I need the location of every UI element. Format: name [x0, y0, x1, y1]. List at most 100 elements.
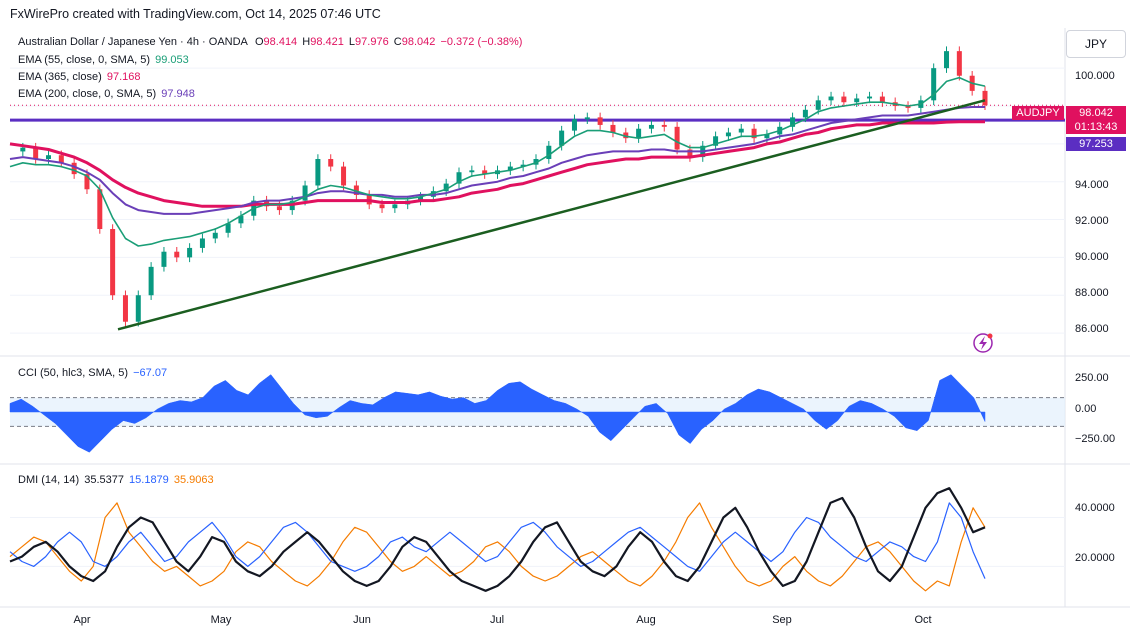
candle-body [905, 106, 911, 108]
candle-body [623, 132, 629, 139]
candle-body [174, 251, 180, 258]
ohlc-open: 98.414 [263, 36, 298, 48]
candle-body [110, 229, 116, 296]
candle-body [443, 183, 449, 192]
candle-body [84, 174, 90, 190]
candle-body [648, 124, 654, 129]
candle-body [661, 124, 667, 127]
cci-tick: −250.00 [1075, 433, 1116, 445]
dmi-label: DMI (14, 14) [18, 474, 80, 486]
candle-body [161, 251, 167, 267]
alert-dot [987, 333, 993, 339]
price-tick: 94.000 [1075, 179, 1109, 191]
candle-body [97, 189, 103, 230]
dmi-minus-value: 35.9063 [173, 474, 214, 486]
ema200-legend: EMA (200, close, 0, SMA, 5) 97.948 [18, 88, 197, 100]
watermark-header: FxWirePro created with TradingView.com, … [10, 7, 381, 21]
ema200-value: 97.948 [161, 88, 195, 100]
cci-tick: 0.00 [1075, 403, 1097, 415]
ohlc-o-label: O [254, 36, 264, 48]
ema55-line [9, 76, 986, 247]
symbol-legend: Australian Dollar / Japanese Yen · 4h · … [18, 36, 524, 48]
candle-body [238, 215, 244, 224]
dmi-legend: DMI (14, 14) 35.5377 15.1879 35.9063 [18, 474, 216, 486]
candle-body [418, 196, 424, 201]
candle-body [187, 247, 193, 258]
x-tick-aug: Aug [636, 614, 656, 626]
dmi-minus-line [9, 502, 986, 592]
candle-body [610, 124, 616, 133]
candle-body [571, 119, 577, 131]
price-tick: 90.000 [1075, 251, 1109, 263]
candle-body [687, 149, 693, 158]
countdown-tag: 01:13:43 [1066, 120, 1126, 134]
last-price-tag: 98.042 [1066, 106, 1126, 120]
candle-body [597, 117, 603, 125]
ema55-value: 99.053 [155, 54, 189, 66]
alert-lightning-glyph [979, 336, 987, 350]
price-tick: 86.000 [1075, 323, 1109, 335]
candle-body [559, 130, 565, 146]
candle-body [944, 51, 950, 69]
candle-body [122, 295, 128, 322]
cci-label: CCI (50, hlc3, SMA, 5) [18, 367, 129, 379]
candle-body [738, 128, 744, 133]
candle-body [584, 117, 590, 120]
dmi-tick: 20.0000 [1075, 552, 1115, 564]
dmi-adx-line [9, 487, 986, 592]
ohlc-c-label: C [393, 36, 402, 48]
candle-body [33, 147, 39, 159]
ema55-legend: EMA (55, close, 0, SMA, 5) 99.053 [18, 54, 191, 66]
candle-body [212, 232, 218, 239]
candle-body [841, 96, 847, 103]
trendline [117, 99, 986, 331]
x-tick-jun: Jun [353, 614, 371, 626]
ema200-label: EMA (200, close, 0, SMA, 5) [18, 88, 157, 100]
ema55-label: EMA (55, close, 0, SMA, 5) [18, 54, 151, 66]
ohlc-high: 98.421 [310, 36, 344, 48]
candle-body [379, 204, 385, 209]
ohlc-l-label: L [348, 36, 356, 48]
candle-body [879, 96, 885, 103]
candle-body [854, 98, 860, 103]
dmi-adx-value: 35.5377 [84, 474, 124, 486]
candle-body [546, 145, 552, 159]
candle-body [956, 51, 962, 76]
candle-body [674, 126, 680, 150]
candle-body [71, 162, 77, 175]
candle-body [148, 266, 154, 296]
price-tick: 100.000 [1075, 70, 1115, 82]
x-tick-apr: Apr [73, 614, 91, 626]
symbol-name: Australian Dollar / Japanese Yen · 4h · … [18, 36, 248, 48]
ema365-legend: EMA (365, close) 97.168 [18, 71, 142, 83]
ohlc-h-label: H [302, 36, 311, 48]
candle-body [58, 155, 64, 163]
candle-body [276, 206, 282, 211]
candle-body [225, 223, 231, 233]
cci-legend: CCI (50, hlc3, SMA, 5) −67.07 [18, 367, 169, 379]
candle-body [45, 155, 51, 159]
candle-body [790, 117, 796, 127]
candle-body [341, 166, 347, 186]
ema365-value: 97.168 [106, 71, 141, 83]
ema365-line [9, 120, 985, 208]
candle-body [20, 147, 26, 152]
candle-body [328, 158, 334, 167]
ohlc-change: −0.372 (−0.38%) [440, 36, 523, 48]
x-tick-oct: Oct [914, 614, 932, 626]
candle-body [469, 170, 475, 173]
candle-body [764, 134, 770, 139]
ohlc-close: 98.042 [401, 36, 436, 48]
dmi-plus-line [9, 502, 986, 579]
candle-body [867, 96, 873, 99]
candle-body [507, 166, 513, 171]
candle-body [199, 238, 205, 248]
dmi-tick: 40.0000 [1075, 502, 1115, 514]
price-tick: 88.000 [1075, 287, 1109, 299]
currency-button[interactable]: JPY [1066, 30, 1126, 58]
ohlc-low: 97.976 [355, 36, 389, 48]
price-tick: 92.000 [1075, 215, 1109, 227]
candle-body [533, 158, 539, 165]
candle-body [713, 136, 719, 146]
